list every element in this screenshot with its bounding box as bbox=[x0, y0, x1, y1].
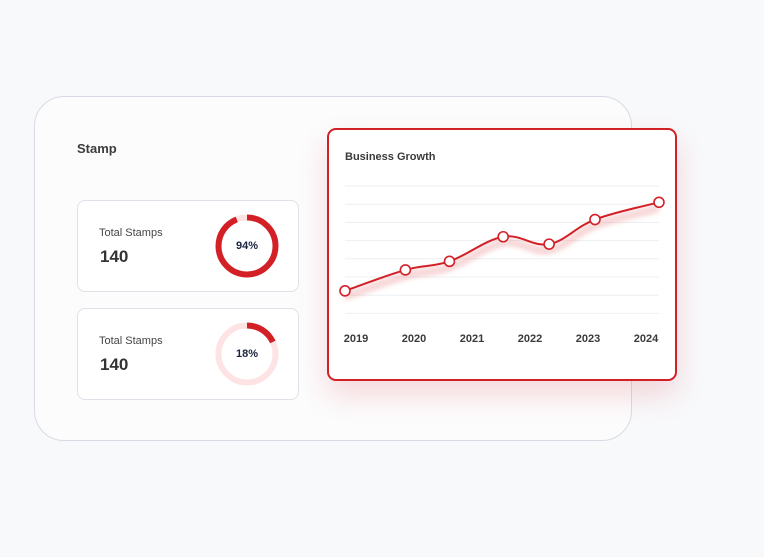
progress-percent: 94% bbox=[235, 240, 259, 252]
data-point bbox=[653, 196, 665, 209]
stat-label: Total Stamps bbox=[99, 335, 163, 347]
business-growth-card: 2019 2020 2021 2022 2023 2024 Business Growth bbox=[327, 128, 677, 381]
x-tick-label: 2022 bbox=[518, 333, 542, 345]
x-tick-label: 2024 bbox=[634, 333, 659, 345]
x-tick-label: 2023 bbox=[576, 333, 600, 345]
stat-label: Total Stamps bbox=[99, 227, 163, 239]
progress-ring: 94% bbox=[213, 212, 281, 280]
data-point bbox=[497, 230, 510, 243]
stat-value: 140 bbox=[100, 355, 129, 374]
x-tick-label: 2019 bbox=[344, 333, 368, 345]
data-point bbox=[399, 264, 412, 276]
data-point bbox=[443, 255, 456, 268]
x-tick-label: 2020 bbox=[402, 333, 426, 345]
stat-card-total-stamps[interactable]: Total Stamps 140 18% bbox=[77, 308, 299, 400]
series-line-shadow bbox=[344, 205, 660, 300]
stat-value: 140 bbox=[100, 247, 129, 266]
line-chart: 2019 2020 2021 2022 2023 2024 bbox=[339, 185, 665, 345]
data-point bbox=[339, 285, 351, 297]
progress-percent: 18% bbox=[235, 348, 259, 360]
panel-title: Stamp bbox=[77, 141, 117, 156]
data-point bbox=[589, 213, 601, 226]
chart-title: Business Growth bbox=[345, 151, 436, 163]
data-point bbox=[543, 238, 555, 250]
stat-card-total-stamps[interactable]: Total Stamps 140 94% bbox=[77, 200, 299, 292]
progress-ring: 18% bbox=[213, 320, 281, 388]
x-tick-label: 2021 bbox=[460, 333, 484, 345]
